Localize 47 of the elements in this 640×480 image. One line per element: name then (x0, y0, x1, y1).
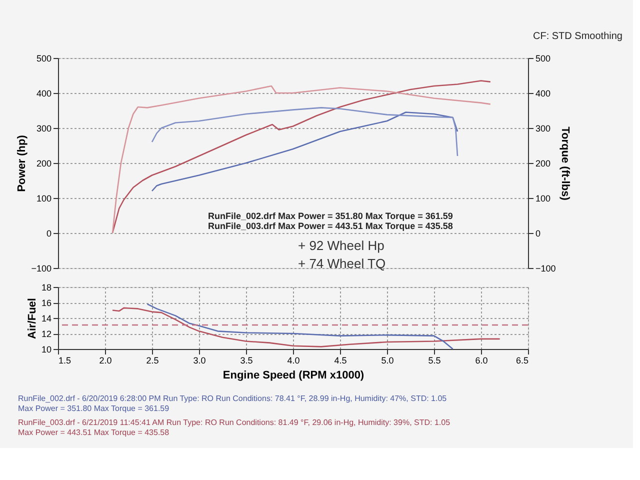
y2-tick-label: 400 (536, 88, 551, 98)
x-tick-label: 1.5 (58, 356, 72, 366)
y-tick-label: −100 (31, 264, 52, 274)
x-tick-label: 4.5 (334, 356, 347, 366)
x-tick-label: 5.0 (381, 356, 394, 366)
x-tick-label: 5.5 (428, 356, 441, 366)
x-tick-label: 3.0 (193, 356, 206, 366)
annotation: + 74 Wheel TQ (298, 256, 386, 271)
line-series (146, 303, 454, 350)
line-series (112, 307, 500, 348)
y-axis-title: Air/Fuel (26, 298, 38, 339)
x-tick-label: 2.0 (99, 356, 112, 366)
text: Max Power = 443.51 Max Torque = 435.58 (18, 428, 170, 437)
y-tick-label: 14 (41, 314, 52, 324)
y2-tick-label: 200 (536, 158, 551, 168)
x-tick-label: 6.0 (475, 356, 488, 366)
text: Max Power = 351.80 Max Torque = 361.59 (18, 404, 170, 413)
x-tick-label: 4.0 (287, 356, 300, 366)
y-tick-label: 500 (36, 54, 52, 64)
y2-axis-title: Torque (ft-lbs) (558, 126, 571, 201)
annotation: RunFile_003.drf Max Power = 443.51 Max Torque = 435.58 (208, 221, 453, 231)
x-axis-title: Engine Speed (RPM x1000) (222, 370, 364, 382)
y-tick-label: 100 (36, 194, 52, 204)
y2-tick-label: 300 (536, 124, 551, 134)
y-tick-label: 12 (41, 329, 52, 339)
y2-tick-label: 0 (536, 228, 541, 238)
y-axis-title: Power (hp) (16, 134, 28, 192)
y-tick-label: 200 (36, 158, 52, 168)
annotation: RunFile_002.drf Max Power = 351.80 Max Torque = 361.59 (208, 211, 453, 221)
y-tick-label: 0 (46, 228, 52, 238)
y2-tick-label: −100 (536, 264, 556, 274)
annotation: + 92 Wheel Hp (298, 238, 384, 253)
text: RunFile_003.drf - 6/21/2019 11:45:41 AM Run Type: RO Run Conditions: 81.49 °F, 29.06 in-Hg, Humidity: 39%, STD: 1.05 (18, 418, 451, 427)
line-series (151, 112, 458, 192)
y-tick-label: 300 (36, 124, 52, 134)
x-tick-label: 3.5 (240, 356, 253, 366)
y-tick-label: 16 (41, 298, 52, 308)
y2-tick-label: 500 (536, 54, 551, 64)
y-tick-label: 18 (41, 282, 52, 292)
y2-tick-label: 100 (536, 194, 551, 204)
x-tick-label: 2.5 (146, 356, 159, 366)
text: CF: STD Smoothing (533, 31, 622, 42)
x-tick-label: 6.5 (516, 356, 528, 366)
y-tick-label: 400 (36, 88, 52, 98)
y-tick-label: 10 (41, 344, 52, 354)
text: RunFile_002.drf - 6/20/2019 6:28:00 PM Run Type: RO Run Conditions: 78.41 °F, 28.99 in-Hg, Humidity: 47%, STD: 1.05 (18, 394, 448, 403)
line-series (151, 107, 458, 157)
